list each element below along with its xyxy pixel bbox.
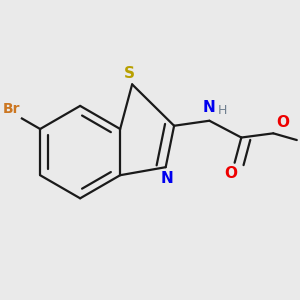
- Text: H: H: [218, 104, 227, 117]
- Text: S: S: [124, 66, 135, 81]
- Text: N: N: [203, 100, 216, 115]
- Text: Br: Br: [3, 102, 20, 116]
- Text: O: O: [277, 115, 290, 130]
- Text: O: O: [225, 166, 238, 181]
- Text: N: N: [160, 171, 173, 186]
